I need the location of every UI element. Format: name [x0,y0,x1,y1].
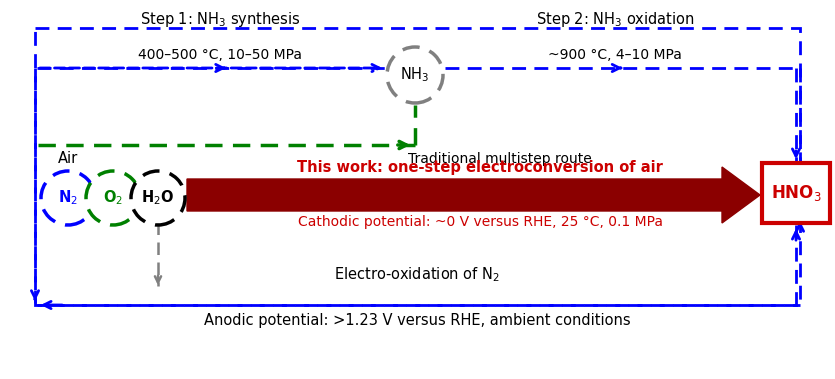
Text: Cathodic potential: ~0 V versus RHE, 25 °C, 0.1 MPa: Cathodic potential: ~0 V versus RHE, 25 … [297,215,662,229]
Text: ~900 °C, 4–10 MPa: ~900 °C, 4–10 MPa [548,48,682,62]
Text: Air: Air [58,151,78,166]
Text: Traditional multistep route: Traditional multistep route [408,152,592,166]
Polygon shape [187,167,760,223]
Text: N$_2$: N$_2$ [58,189,78,207]
Text: Step 1: NH$_3$ synthesis: Step 1: NH$_3$ synthesis [139,10,300,29]
Circle shape [131,171,185,225]
Text: H$_2$O: H$_2$O [141,189,175,207]
Circle shape [387,47,443,103]
Text: 400–500 °C, 10–50 MPa: 400–500 °C, 10–50 MPa [138,48,302,62]
Text: Anodic potential: >1.23 V versus RHE, ambient conditions: Anodic potential: >1.23 V versus RHE, am… [204,313,630,327]
FancyBboxPatch shape [762,163,830,223]
Text: NH$_3$: NH$_3$ [401,66,430,85]
Text: Step 2: NH$_3$ oxidation: Step 2: NH$_3$ oxidation [535,10,695,29]
Text: HNO$_3$: HNO$_3$ [771,183,822,203]
Text: Electro-oxidation of N$_2$: Electro-oxidation of N$_2$ [334,266,500,284]
Text: This work: one-step electroconversion of air: This work: one-step electroconversion of… [297,160,663,175]
Circle shape [41,171,95,225]
Circle shape [86,171,140,225]
Text: O$_2$: O$_2$ [103,189,123,207]
